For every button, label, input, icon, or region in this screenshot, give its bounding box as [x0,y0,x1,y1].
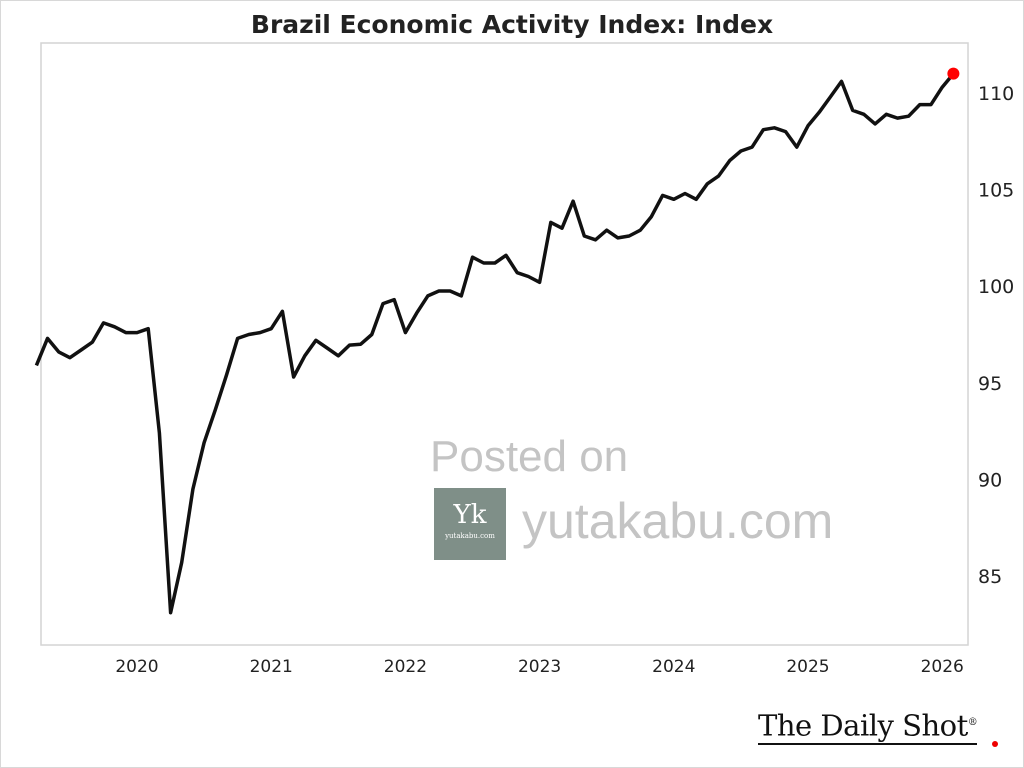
x-tick-label: 2025 [786,657,829,677]
watermark-posted-on: Posted on [430,432,629,481]
series-line [34,72,955,615]
plot-area [40,42,969,646]
x-tick-label: 2023 [518,657,561,677]
watermark-logo-text: yutakabu.com [445,532,495,540]
y-tick-label: 90 [978,469,1002,491]
watermark-logo: Yk yutakabu.com [434,488,506,560]
x-tick-label: 2021 [250,657,293,677]
daily-shot-logo-text: The Daily Shot [758,708,968,743]
watermark-site: yutakabu.com [522,493,834,549]
watermark-logo-mark: Yk [453,500,487,530]
y-tick-label: 110 [978,83,1014,105]
chart-title: Brazil Economic Activity Index: Index [251,10,773,39]
x-tick-label: 2022 [384,657,427,677]
last-data-point [947,67,960,80]
x-tick-label: 2024 [652,657,695,677]
daily-shot-logo: The Daily Shot® [758,706,978,745]
logo-red-dot [992,741,998,747]
x-tick-label: 2020 [115,657,158,677]
y-tick-label: 100 [978,276,1014,298]
y-tick-label: 95 [978,373,1002,395]
x-tick-label: 2026 [921,657,964,677]
y-tick-label: 85 [978,566,1002,588]
registered-mark: ® [967,717,978,728]
y-tick-label: 105 [978,180,1014,202]
